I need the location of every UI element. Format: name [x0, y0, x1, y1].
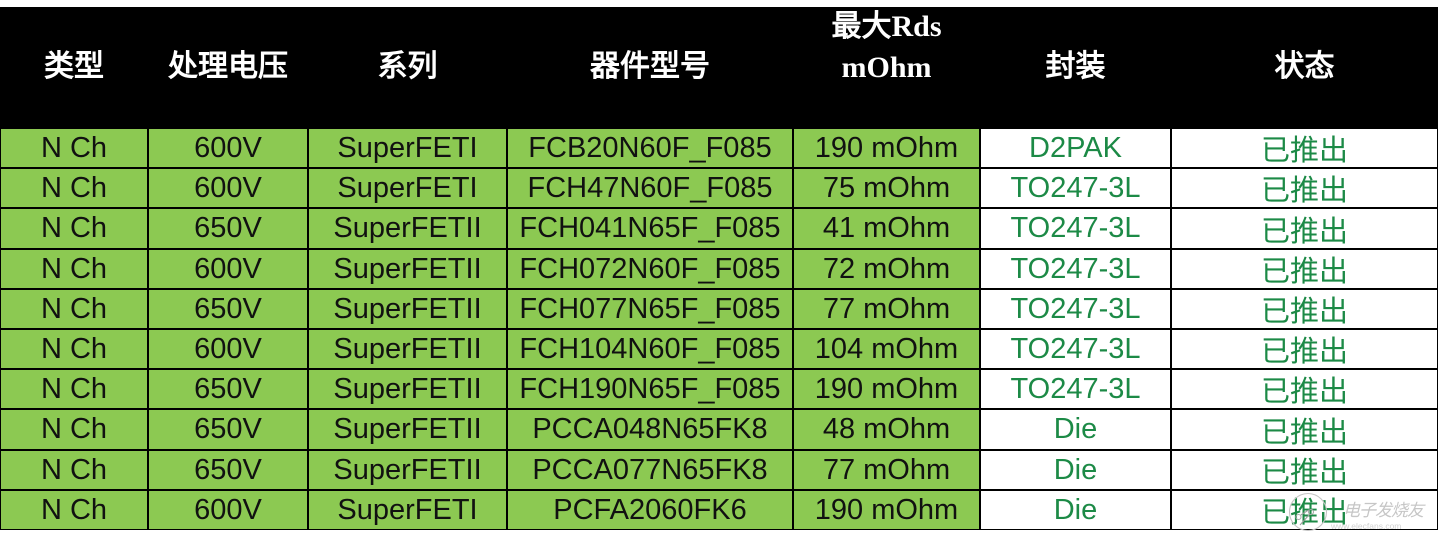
- svg-text:电子发烧友: 电子发烧友: [1343, 501, 1426, 520]
- svg-text:www.elecfans.com: www.elecfans.com: [1330, 521, 1401, 531]
